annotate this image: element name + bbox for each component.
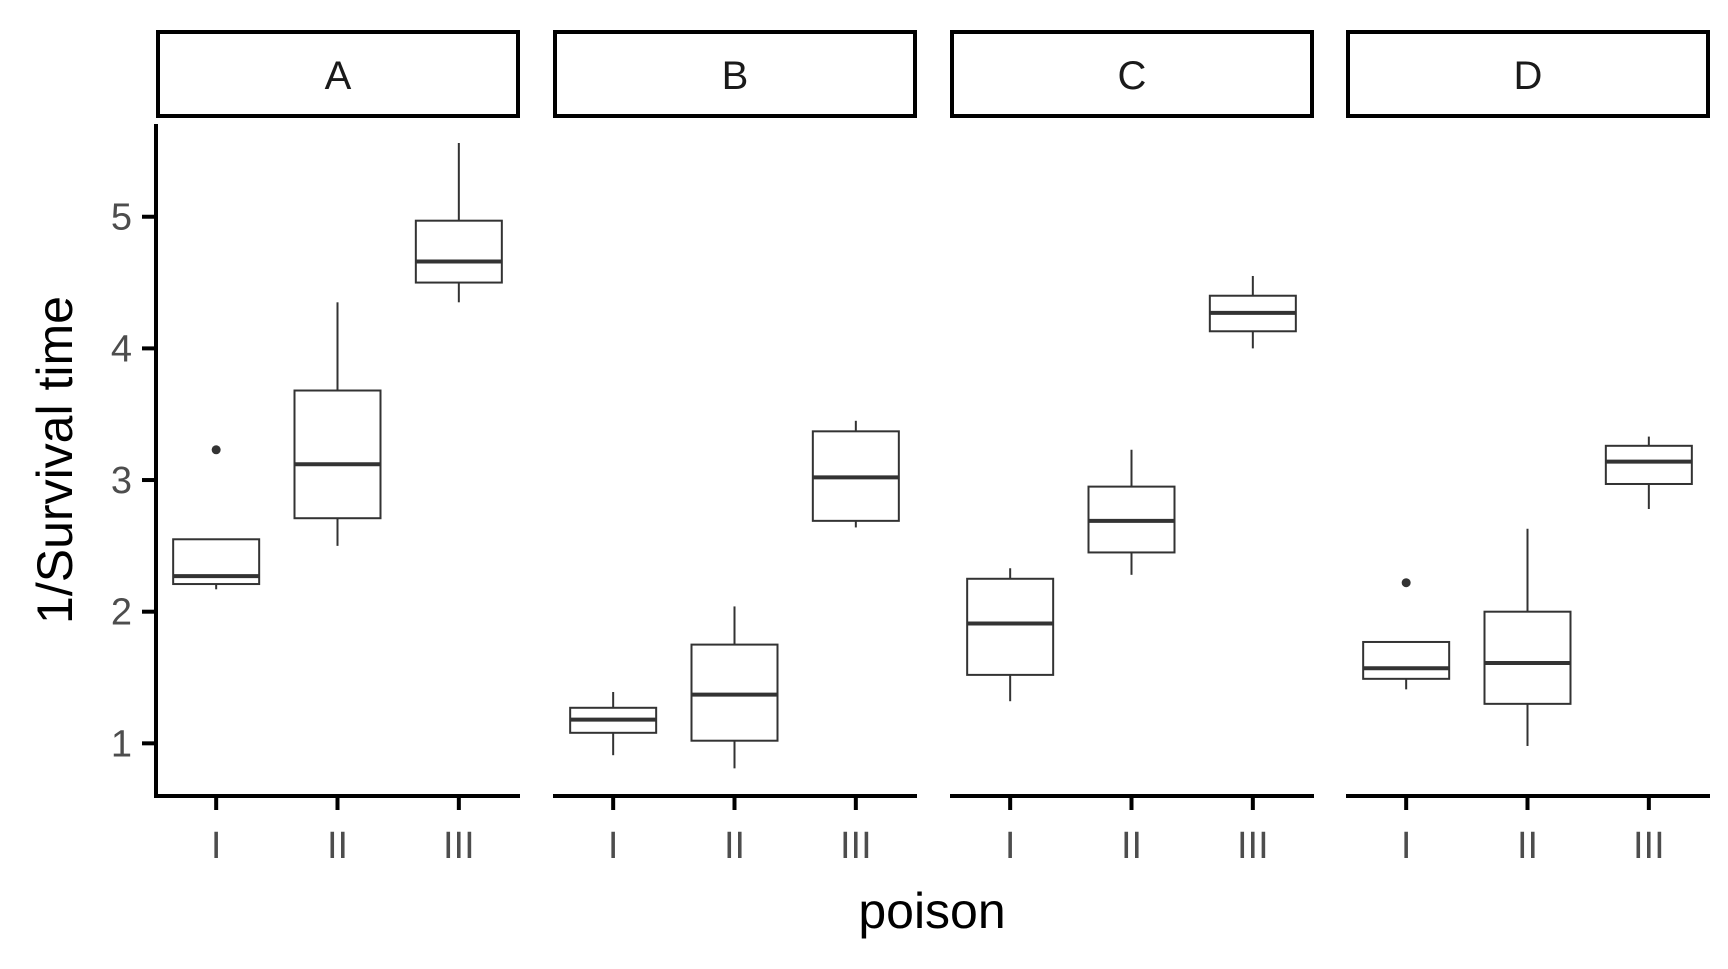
iqr-box: [966, 577, 1055, 676]
box-A-I: [172, 445, 261, 590]
facet-strip-label: C: [1118, 54, 1147, 98]
x-tick-label: I: [211, 825, 222, 867]
box-A-III: [414, 143, 503, 303]
box-C-I: [966, 568, 1055, 702]
iqr-box: [293, 389, 382, 520]
box-D-I: [1362, 578, 1451, 690]
x-tick-label: II: [1121, 825, 1142, 867]
x-tick-label: III: [443, 825, 475, 867]
x-tick-label: I: [1005, 825, 1016, 867]
box-C-II: [1087, 449, 1176, 575]
facet-strips: A B C D: [156, 30, 1710, 118]
box-A-II: [293, 302, 382, 546]
iqr-box: [1362, 640, 1451, 680]
x-tick-label: II: [327, 825, 348, 867]
y-axis-title: 1/Survival time: [27, 296, 83, 624]
y-tick-label: 5: [111, 197, 132, 239]
facet-strip-label: A: [325, 54, 352, 98]
box-B-III: [811, 420, 900, 528]
outlier-point: [1401, 578, 1411, 588]
box-B-I: [569, 691, 658, 756]
box-C-III: [1208, 275, 1297, 349]
box-layer: [172, 143, 1693, 769]
box-D-II: [1483, 528, 1572, 746]
x-tick-label: II: [724, 825, 745, 867]
y-tick-label: 2: [111, 592, 132, 634]
x-tick-label: II: [1517, 825, 1538, 867]
facet-strip-C: [950, 30, 1314, 118]
box-D-III: [1604, 436, 1693, 510]
y-tick-label: 1: [111, 723, 132, 765]
x-tick-label: III: [1633, 825, 1665, 867]
facet-strip-A: [156, 30, 520, 118]
outlier-point: [211, 445, 221, 455]
x-axis-title: poison: [858, 883, 1005, 939]
facet-strip-label: D: [1514, 54, 1543, 98]
iqr-box: [1604, 444, 1693, 485]
iqr-box: [1483, 610, 1572, 705]
x-tick-label: I: [1401, 825, 1412, 867]
iqr-box: [414, 219, 503, 284]
x-tick-label: I: [608, 825, 619, 867]
x-tick-label: III: [840, 825, 872, 867]
y-tick-label: 3: [111, 460, 132, 502]
facet-strip-D: [1346, 30, 1710, 118]
y-tick-label: 4: [111, 328, 132, 370]
box-B-II: [690, 606, 779, 769]
facet-strip-label: B: [722, 54, 749, 98]
x-tick-label: III: [1237, 825, 1269, 867]
facet-strip-B: [553, 30, 917, 118]
